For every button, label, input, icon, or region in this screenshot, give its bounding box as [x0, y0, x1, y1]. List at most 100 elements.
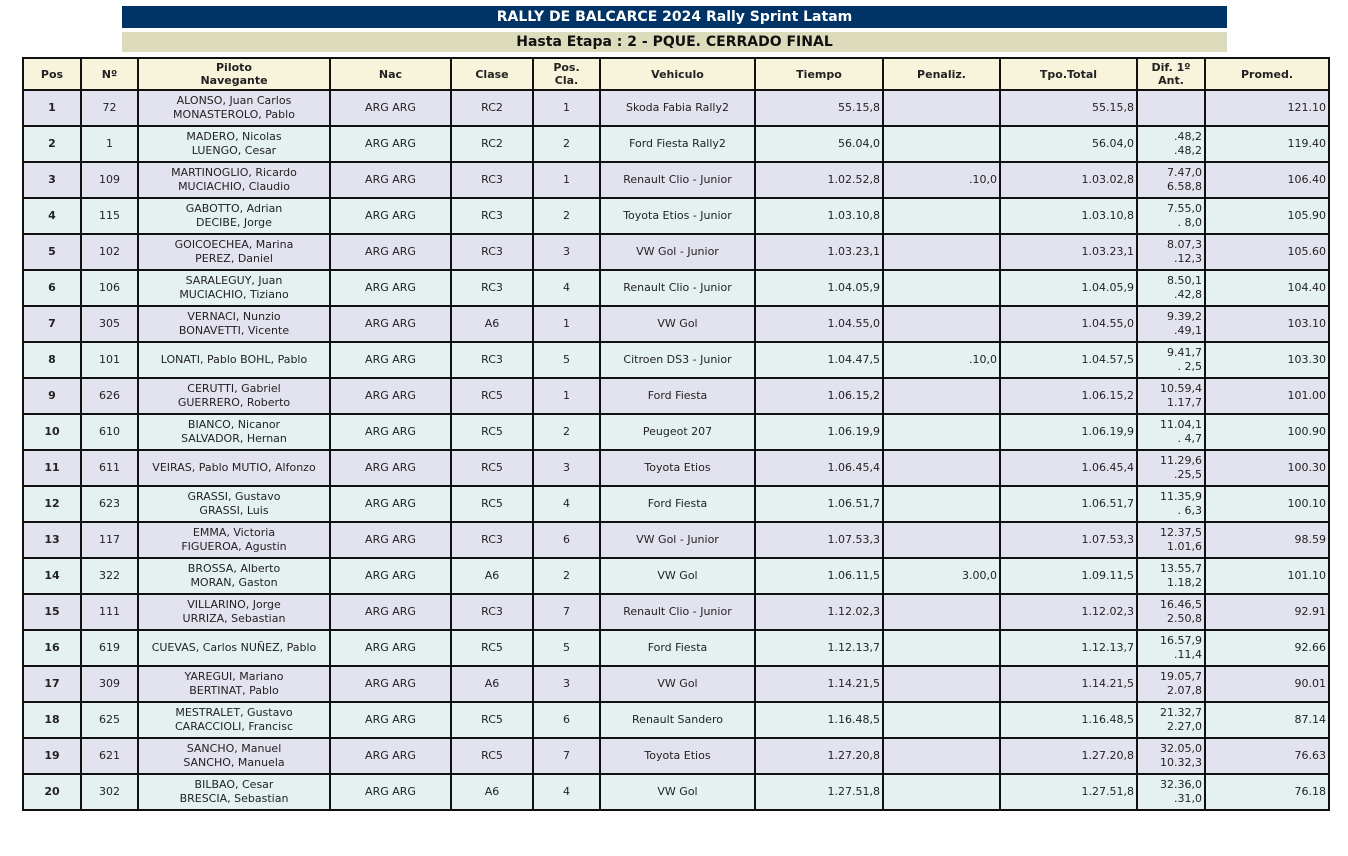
cell-nac: ARG ARG: [329, 89, 452, 127]
cell-line: 9.41,7: [1167, 346, 1202, 359]
cell-line: . 8,0: [1177, 216, 1203, 229]
cell-vehiculo: Citroen DS3 - Junior: [599, 341, 756, 379]
cell-num: 619: [80, 629, 139, 667]
cell-vehiculo: VW Gol - Junior: [599, 233, 756, 271]
cell-num: 106: [80, 269, 139, 307]
cell-total: 1.06.51,7: [999, 485, 1138, 523]
column-header-clase: Clase: [450, 57, 534, 91]
column-header-promed: Promed.: [1204, 57, 1330, 91]
cell-penaliz: [882, 233, 1001, 271]
table-row: 20 302 BILBAO, Cesar BRESCIA, Sebastian ARG …: [22, 773, 1330, 811]
cell-dif: 11.04,1. 4,7: [1136, 413, 1206, 451]
cell-clase: RC3: [450, 341, 534, 379]
table-row: 12 623 GRASSI, Gustavo GRASSI, Luis ARG ARG R…: [22, 485, 1330, 523]
cell-total: 1.09.11,5: [999, 557, 1138, 595]
column-header-dif: Dif. 1º Ant.: [1136, 57, 1206, 91]
cell-nac: ARG ARG: [329, 557, 452, 595]
cell-total: 1.16.48,5: [999, 701, 1138, 739]
cell-line: 21.32,7: [1160, 706, 1202, 719]
cell-clase: RC5: [450, 377, 534, 415]
cell-nac: ARG ARG: [329, 269, 452, 307]
cell-clase: A6: [450, 773, 534, 811]
cell-nac: ARG ARG: [329, 377, 452, 415]
cell-clase: RC5: [450, 737, 534, 775]
table-row: 1 72 ALONSO, Juan Carlos MONASTEROLO, Pablo…: [22, 89, 1330, 127]
cell-dif: 21.32,7 2.27,0: [1136, 701, 1206, 739]
cell-penaliz: [882, 197, 1001, 235]
cell-tiempo: 1.12.02,3: [754, 593, 884, 631]
cell-line: 32.05,0: [1160, 742, 1202, 755]
cell-line: SANCHO, Manuela: [183, 756, 285, 769]
cell-crew: BILBAO, Cesar BRESCIA, Sebastian: [137, 773, 331, 811]
cell-line: CERUTTI, Gabriel: [187, 382, 281, 395]
cell-clase: RC3: [450, 269, 534, 307]
column-header-nac: Nac: [329, 57, 452, 91]
cell-line: PEREZ, Daniel: [195, 252, 273, 265]
cell-tiempo: 1.02.52,8: [754, 161, 884, 199]
column-header-label: Piloto: [216, 61, 252, 74]
cell-poscla: 2: [532, 557, 601, 595]
cell-line: YAREGUI, Mariano: [184, 670, 284, 683]
cell-total: 1.03.10,8: [999, 197, 1138, 235]
cell-line: GRASSI, Gustavo: [187, 490, 281, 503]
cell-poscla: 4: [532, 485, 601, 523]
cell-line: SALVADOR, Hernan: [181, 432, 287, 445]
cell-num: 72: [80, 89, 139, 127]
cell-penaliz: [882, 449, 1001, 487]
column-header-pos: Pos: [22, 57, 82, 91]
cell-line: 9.39,2: [1167, 310, 1202, 323]
cell-crew: MARTINOGLIO, Ricardo MUCIACHIO, Claudio: [137, 161, 331, 199]
cell-promed: 100.90: [1204, 413, 1330, 451]
cell-promed: 100.10: [1204, 485, 1330, 523]
cell-tiempo: 1.06.11,5: [754, 557, 884, 595]
cell-penaliz: [882, 701, 1001, 739]
cell-poscla: 3: [532, 449, 601, 487]
cell-crew: LONATI, Pablo BOHL, Pablo: [137, 341, 331, 379]
cell-pos: 13: [22, 521, 82, 559]
cell-penaliz: [882, 413, 1001, 451]
cell-pos: 12: [22, 485, 82, 523]
cell-line: 13.55,7: [1160, 562, 1202, 575]
cell-tiempo: 55.15,8: [754, 89, 884, 127]
cell-line: MUCIACHIO, Claudio: [178, 180, 290, 193]
cell-line: CARACCIOLI, Francisc: [174, 720, 293, 733]
cell-pos: 2: [22, 125, 82, 163]
cell-promed: 100.30: [1204, 449, 1330, 487]
cell-pos: 18: [22, 701, 82, 739]
cell-promed: 121.10: [1204, 89, 1330, 127]
cell-line: 19.05,7: [1160, 670, 1202, 683]
cell-crew: GABOTTO, Adrian DECIBE, Jorge: [137, 197, 331, 235]
table-row: 18 625 MESTRALET, Gustavo CARACCIOLI, Franc…: [22, 701, 1330, 739]
cell-pos: 9: [22, 377, 82, 415]
table-row: 5 102 GOICOECHEA, Marina PEREZ, Daniel ARG A…: [22, 233, 1330, 271]
cell-nac: ARG ARG: [329, 341, 452, 379]
cell-num: 101: [80, 341, 139, 379]
cell-penaliz: [882, 125, 1001, 163]
cell-line: BERTINAT, Pablo: [189, 684, 279, 697]
cell-vehiculo: Toyota Etios - Junior: [599, 197, 756, 235]
cell-nac: ARG ARG: [329, 413, 452, 451]
cell-vehiculo: Ford Fiesta: [599, 485, 756, 523]
cell-dif: 32.05,0 10.32,3: [1136, 737, 1206, 775]
cell-poscla: 7: [532, 593, 601, 631]
cell-promed: 105.90: [1204, 197, 1330, 235]
cell-pos: 4: [22, 197, 82, 235]
column-header-label: Clase: [475, 67, 509, 81]
table-row: 4 115 GABOTTO, Adrian DECIBE, Jorge ARG ARG R…: [22, 197, 1330, 235]
table-row: 7 305 VERNACI, Nunzio BONAVETTI, Vicente ARG…: [22, 305, 1330, 343]
cell-crew: VERNACI, Nunzio BONAVETTI, Vicente: [137, 305, 331, 343]
cell-pos: 6: [22, 269, 82, 307]
cell-nac: ARG ARG: [329, 737, 452, 775]
cell-promed: 103.30: [1204, 341, 1330, 379]
cell-total: 1.03.02,8: [999, 161, 1138, 199]
cell-promed: 105.60: [1204, 233, 1330, 271]
cell-promed: 92.91: [1204, 593, 1330, 631]
cell-tiempo: 1.04.55,0: [754, 305, 884, 343]
cell-poscla: 6: [532, 701, 601, 739]
cell-clase: RC5: [450, 701, 534, 739]
cell-num: 625: [80, 701, 139, 739]
cell-penaliz: .10,0: [882, 341, 1001, 379]
cell-line: 6.58,8: [1167, 180, 1202, 193]
cell-pos: 7: [22, 305, 82, 343]
cell-dif: 7.47,0 6.58,8: [1136, 161, 1206, 199]
